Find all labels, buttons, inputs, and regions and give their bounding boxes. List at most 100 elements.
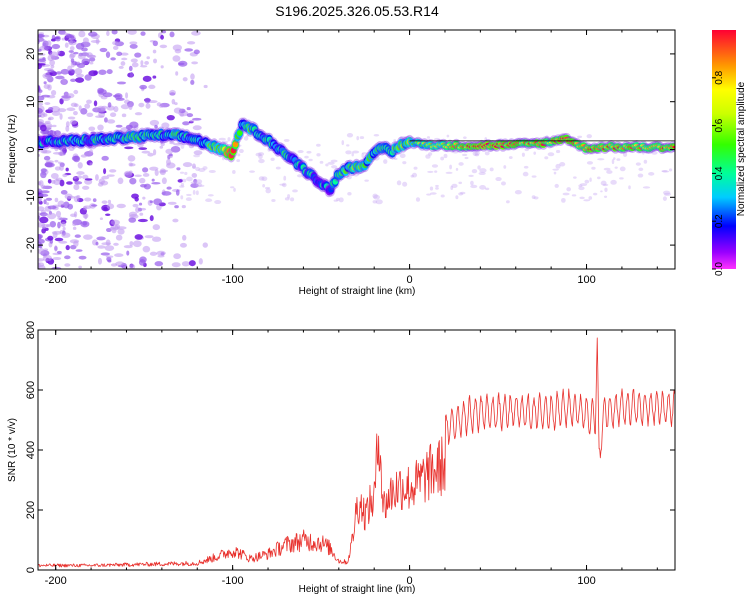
faint-speckle — [484, 187, 490, 191]
faint-speckle — [638, 167, 644, 172]
noise-speckle — [38, 63, 42, 70]
noise-speckle — [106, 30, 110, 37]
faint-speckle — [373, 133, 380, 137]
faint-speckle — [569, 143, 573, 148]
noise-speckle — [140, 184, 147, 188]
noise-speckle — [151, 178, 155, 182]
noise-speckle — [56, 250, 62, 255]
faint-speckle — [427, 170, 434, 173]
noise-speckle — [43, 155, 51, 161]
noise-speckle — [198, 258, 203, 265]
noise-speckle — [181, 261, 190, 267]
noise-speckle — [148, 84, 156, 90]
ridge-core — [672, 145, 675, 149]
snr-ticks: -200 -100 0 100 0 200 400 600 800 — [25, 321, 675, 587]
faint-speckle — [359, 136, 365, 140]
faint-speckle — [243, 136, 249, 141]
spectrogram-xtick-label: -100 — [222, 274, 244, 286]
noise-speckle — [48, 116, 54, 121]
faint-speckle — [202, 166, 208, 170]
noise-speckle — [73, 110, 78, 116]
faint-speckle — [508, 156, 513, 159]
faint-speckle — [232, 170, 236, 174]
faint-speckle — [221, 155, 225, 161]
noise-speckle — [179, 112, 185, 117]
noise-speckle — [89, 162, 93, 166]
noise-speckle — [38, 248, 45, 255]
faint-speckle — [651, 150, 658, 155]
faint-speckle — [555, 163, 561, 169]
noise-speckle — [88, 126, 96, 132]
faint-speckle — [346, 132, 354, 138]
faint-speckle — [393, 157, 398, 161]
faint-speckle — [195, 166, 201, 172]
faint-speckle — [470, 184, 478, 189]
noise-speckle — [186, 106, 191, 111]
noise-speckle — [106, 174, 115, 177]
faint-speckle — [230, 186, 235, 189]
noise-speckle — [95, 241, 99, 246]
faint-speckle — [429, 186, 434, 191]
noise-speckle — [175, 71, 179, 76]
noise-speckle — [161, 122, 170, 129]
noise-speckle — [182, 162, 193, 168]
faint-speckle — [468, 174, 474, 177]
faint-speckle — [523, 165, 529, 169]
faint-speckle — [449, 164, 452, 170]
faint-speckle — [470, 180, 474, 186]
faint-speckle — [375, 199, 383, 205]
noise-speckle — [120, 61, 126, 66]
noise-speckle — [45, 197, 53, 201]
faint-speckle — [463, 136, 467, 139]
noise-speckle — [89, 61, 94, 65]
noise-speckle — [174, 48, 182, 54]
noise-speckle — [114, 253, 124, 258]
faint-speckle — [435, 184, 439, 188]
noise-speckle — [80, 108, 88, 115]
noise-speckle — [73, 176, 77, 179]
noise-speckle — [110, 112, 117, 118]
faint-speckle — [435, 186, 439, 190]
noise-speckle — [66, 107, 76, 112]
faint-speckle — [279, 183, 286, 186]
noise-speckle — [166, 158, 171, 166]
noise-speckle — [135, 206, 140, 213]
noise-speckle — [134, 112, 143, 116]
faint-speckle — [296, 174, 303, 178]
faint-speckle — [521, 152, 525, 157]
faint-speckle — [479, 168, 487, 173]
noise-speckle — [166, 186, 172, 190]
noise-speckle — [38, 222, 46, 228]
faint-speckle — [614, 166, 618, 169]
noise-speckle — [84, 178, 93, 181]
noise-speckle — [170, 145, 181, 153]
noise-speckle — [38, 102, 44, 106]
faint-speckle — [331, 165, 338, 169]
noise-speckle — [107, 259, 112, 263]
noise-speckle — [57, 200, 65, 208]
noise-speckle — [55, 35, 61, 42]
ridge-core — [332, 178, 339, 185]
noise-speckle — [57, 216, 63, 221]
noise-speckle — [191, 30, 201, 36]
noise-speckle — [75, 77, 85, 83]
faint-speckle — [351, 152, 354, 157]
noise-speckle — [67, 65, 73, 72]
noise-speckle — [130, 58, 138, 63]
faint-speckle — [552, 168, 559, 171]
noise-speckle — [160, 65, 164, 69]
faint-speckle — [559, 162, 566, 167]
faint-speckle — [474, 151, 480, 156]
noise-speckle — [174, 102, 178, 106]
noise-speckle — [151, 236, 162, 242]
noise-speckle — [43, 199, 47, 205]
noise-speckle — [161, 191, 172, 196]
faint-speckle — [479, 185, 487, 190]
noise-speckle — [174, 205, 179, 209]
faint-speckle — [603, 167, 611, 171]
noise-speckle — [116, 226, 127, 230]
faint-speckle — [214, 200, 222, 205]
noise-speckle — [44, 102, 51, 105]
